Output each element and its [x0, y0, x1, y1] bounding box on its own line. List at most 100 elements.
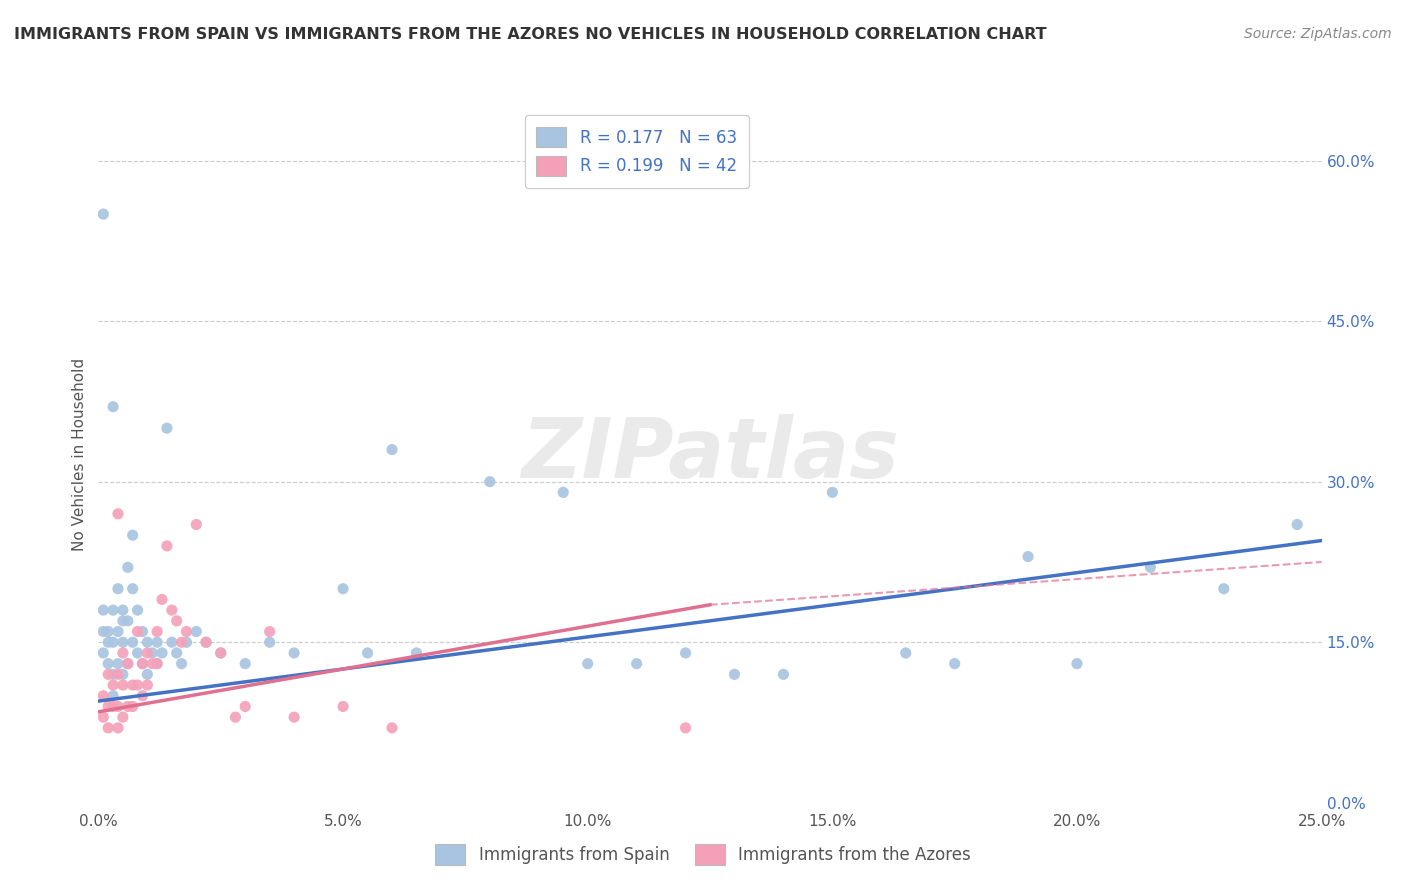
Point — [121, 678, 143, 692]
Point — [91, 624, 114, 639]
Point — [136, 646, 159, 660]
Point — [136, 635, 159, 649]
Point — [894, 646, 917, 660]
Point — [195, 635, 218, 649]
Point — [97, 699, 120, 714]
Y-axis label: No Vehicles in Household: No Vehicles in Household — [72, 359, 87, 551]
Point — [478, 475, 501, 489]
Point — [553, 485, 575, 500]
Point — [107, 507, 129, 521]
Point — [101, 667, 124, 681]
Point — [160, 603, 183, 617]
Point — [121, 582, 143, 596]
Point — [141, 646, 163, 660]
Text: IMMIGRANTS FROM SPAIN VS IMMIGRANTS FROM THE AZORES NO VEHICLES IN HOUSEHOLD COR: IMMIGRANTS FROM SPAIN VS IMMIGRANTS FROM… — [14, 27, 1046, 42]
Point — [233, 657, 256, 671]
Point — [111, 635, 134, 649]
Point — [195, 635, 218, 649]
Point — [1066, 657, 1088, 671]
Point — [111, 678, 134, 692]
Point — [101, 678, 124, 692]
Point — [209, 646, 232, 660]
Point — [127, 603, 149, 617]
Point — [127, 646, 149, 660]
Text: Source: ZipAtlas.com: Source: ZipAtlas.com — [1244, 27, 1392, 41]
Point — [381, 442, 404, 457]
Point — [107, 721, 129, 735]
Point — [146, 657, 169, 671]
Point — [141, 657, 163, 671]
Point — [107, 657, 129, 671]
Point — [381, 721, 404, 735]
Point — [131, 657, 153, 671]
Point — [675, 646, 697, 660]
Point — [97, 657, 120, 671]
Point — [156, 421, 179, 435]
Point — [117, 657, 139, 671]
Point — [101, 699, 124, 714]
Point — [166, 646, 188, 660]
Point — [101, 635, 124, 649]
Point — [131, 689, 153, 703]
Point — [111, 614, 134, 628]
Point — [117, 699, 139, 714]
Point — [101, 689, 124, 703]
Point — [675, 721, 697, 735]
Point — [170, 657, 193, 671]
Point — [259, 635, 281, 649]
Point — [772, 667, 794, 681]
Point — [97, 721, 120, 735]
Point — [97, 635, 120, 649]
Point — [943, 657, 966, 671]
Point — [107, 699, 129, 714]
Point — [91, 207, 114, 221]
Legend: Immigrants from Spain, Immigrants from the Azores: Immigrants from Spain, Immigrants from t… — [426, 834, 980, 875]
Point — [101, 400, 124, 414]
Point — [107, 624, 129, 639]
Point — [97, 624, 120, 639]
Point — [821, 485, 844, 500]
Point — [576, 657, 599, 671]
Point — [170, 635, 193, 649]
Point — [121, 699, 143, 714]
Point — [91, 710, 114, 724]
Point — [111, 667, 134, 681]
Point — [111, 710, 134, 724]
Point — [107, 667, 129, 681]
Point — [1139, 560, 1161, 574]
Point — [1017, 549, 1039, 564]
Point — [131, 624, 153, 639]
Point — [117, 657, 139, 671]
Point — [1286, 517, 1309, 532]
Point — [91, 689, 114, 703]
Point — [233, 699, 256, 714]
Point — [224, 710, 246, 724]
Point — [101, 603, 124, 617]
Point — [209, 646, 232, 660]
Point — [156, 539, 179, 553]
Point — [127, 624, 149, 639]
Point — [1212, 582, 1234, 596]
Point — [136, 678, 159, 692]
Point — [111, 646, 134, 660]
Point — [176, 635, 198, 649]
Point — [131, 657, 153, 671]
Point — [107, 582, 129, 596]
Point — [626, 657, 648, 671]
Point — [136, 667, 159, 681]
Text: ZIPatlas: ZIPatlas — [522, 415, 898, 495]
Legend: R = 0.177   N = 63, R = 0.199   N = 42: R = 0.177 N = 63, R = 0.199 N = 42 — [524, 115, 748, 187]
Point — [150, 646, 173, 660]
Point — [332, 699, 354, 714]
Point — [160, 635, 183, 649]
Point — [166, 614, 188, 628]
Point — [121, 635, 143, 649]
Point — [127, 678, 149, 692]
Point — [91, 646, 114, 660]
Point — [146, 657, 169, 671]
Point — [97, 667, 120, 681]
Point — [332, 582, 354, 596]
Point — [723, 667, 745, 681]
Point — [91, 603, 114, 617]
Point — [111, 603, 134, 617]
